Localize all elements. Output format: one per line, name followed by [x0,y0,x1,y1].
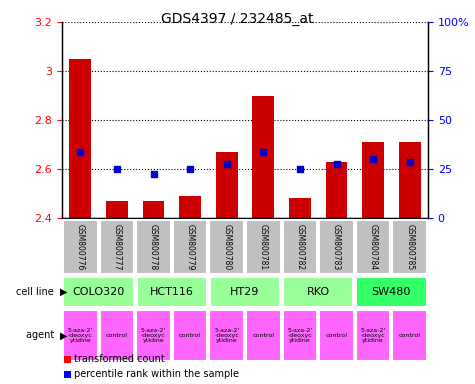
Bar [319,220,354,274]
Text: control: control [325,333,348,338]
Text: GSM800785: GSM800785 [405,224,414,270]
Text: 5-aza-2'
-deoxyc
ytidine: 5-aza-2' -deoxyc ytidine [67,328,93,343]
Text: SW480: SW480 [372,287,411,297]
Text: GSM800783: GSM800783 [332,224,341,270]
Bar [246,220,281,274]
Bar [362,142,384,218]
Text: ▶: ▶ [60,331,67,341]
Bar [216,152,238,218]
Bar [246,310,281,361]
Text: transformed count: transformed count [74,354,165,364]
Bar [136,220,171,274]
Bar [100,220,134,274]
Point [223,161,230,167]
Text: control: control [399,333,421,338]
Text: HCT116: HCT116 [150,287,194,297]
Text: HT29: HT29 [230,287,260,297]
Text: GSM800776: GSM800776 [76,224,85,270]
Text: GSM800781: GSM800781 [259,224,268,270]
Bar [64,371,71,378]
Bar [100,310,134,361]
Text: 5-aza-2'
-deoxyc
ytidine: 5-aza-2' -deoxyc ytidine [287,328,313,343]
Point [259,149,267,155]
Bar [283,277,353,307]
Bar [209,220,244,274]
Text: COLO320: COLO320 [73,287,125,297]
Bar [142,201,164,218]
Bar [325,162,348,218]
Text: GDS4397 / 232485_at: GDS4397 / 232485_at [161,12,314,26]
Bar [63,220,97,274]
Text: GSM800782: GSM800782 [295,224,304,270]
Text: control: control [179,333,201,338]
Text: 5-aza-2'
-deoxyc
ytidine: 5-aza-2' -deoxyc ytidine [141,328,166,343]
Bar [64,356,71,363]
Bar [179,196,201,218]
Bar [356,310,390,361]
Bar [283,310,317,361]
Point [332,161,340,167]
Text: ▶: ▶ [60,287,67,297]
Text: GSM800779: GSM800779 [186,224,195,270]
Bar [137,277,207,307]
Text: cell line: cell line [16,287,57,297]
Text: 5-aza-2'
-deoxyc
ytidine: 5-aza-2' -deoxyc ytidine [214,328,239,343]
Bar [210,277,280,307]
Bar [64,277,134,307]
Bar [356,220,390,274]
Point [369,156,377,162]
Bar [136,310,171,361]
Bar [252,96,274,218]
Bar [392,310,427,361]
Point [113,166,121,172]
Bar [69,59,91,218]
Text: control: control [252,333,274,338]
Bar [173,310,207,361]
Text: percentile rank within the sample: percentile rank within the sample [74,369,239,379]
Point [150,171,157,177]
Bar [106,201,128,218]
Bar [399,142,421,218]
Text: GSM800784: GSM800784 [369,224,378,270]
Bar [283,220,317,274]
Point [296,166,304,172]
Point [406,159,414,165]
Bar [319,310,354,361]
Bar [356,277,427,307]
Text: control: control [106,333,128,338]
Text: GSM800778: GSM800778 [149,224,158,270]
Bar [63,310,97,361]
Point [76,149,84,155]
Bar [173,220,207,274]
Text: GSM800780: GSM800780 [222,224,231,270]
Text: RKO: RKO [307,287,330,297]
Bar [289,199,311,218]
Bar [209,310,244,361]
Point [186,166,194,172]
Text: GSM800777: GSM800777 [113,224,122,270]
Bar [392,220,427,274]
Text: agent: agent [26,331,57,341]
Text: 5-aza-2'
-deoxyc
ytidine: 5-aza-2' -deoxyc ytidine [361,328,386,343]
